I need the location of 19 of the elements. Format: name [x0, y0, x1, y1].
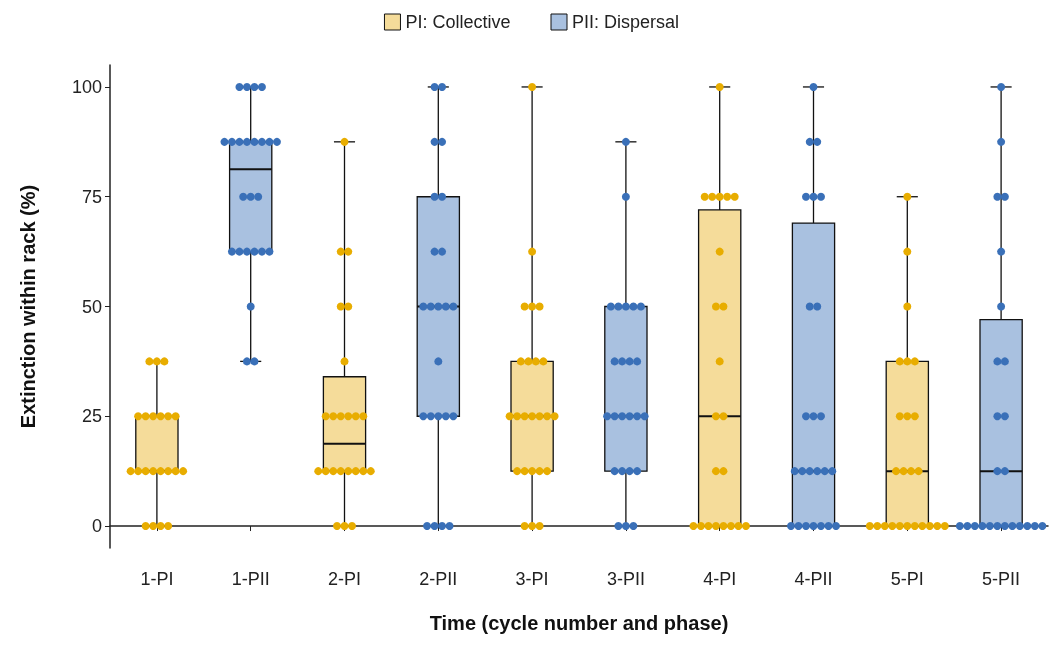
legend-label: PII: Dispersal — [572, 12, 680, 32]
x-tick-label: 5-PII — [982, 569, 1021, 589]
legend-label: PI: Collective — [405, 12, 511, 32]
x-tick-label: 1-PII — [231, 569, 270, 589]
y-tick-label: 100 — [71, 76, 102, 97]
y-tick-label: 75 — [81, 186, 102, 207]
y-tick-label: 25 — [81, 406, 102, 427]
y-tick-label: 50 — [81, 296, 102, 317]
x-tick-label: 2-PI — [327, 569, 362, 589]
y-tick-label: 0 — [91, 516, 102, 537]
x-axis-title: Time (cycle number and phase) — [429, 612, 729, 634]
x-tick-label: 3-PII — [606, 569, 645, 589]
x-tick-label: 1-PI — [140, 569, 174, 589]
x-tick-label: 5-PI — [890, 569, 924, 589]
x-tick-label: 4-PII — [794, 569, 833, 589]
x-tick-label: 4-PI — [703, 569, 737, 589]
x-tick-label: 3-PI — [515, 569, 549, 589]
x-tick-label: 2-PII — [419, 569, 458, 589]
y-axis-title: Extinction within rack (%) — [17, 184, 39, 429]
